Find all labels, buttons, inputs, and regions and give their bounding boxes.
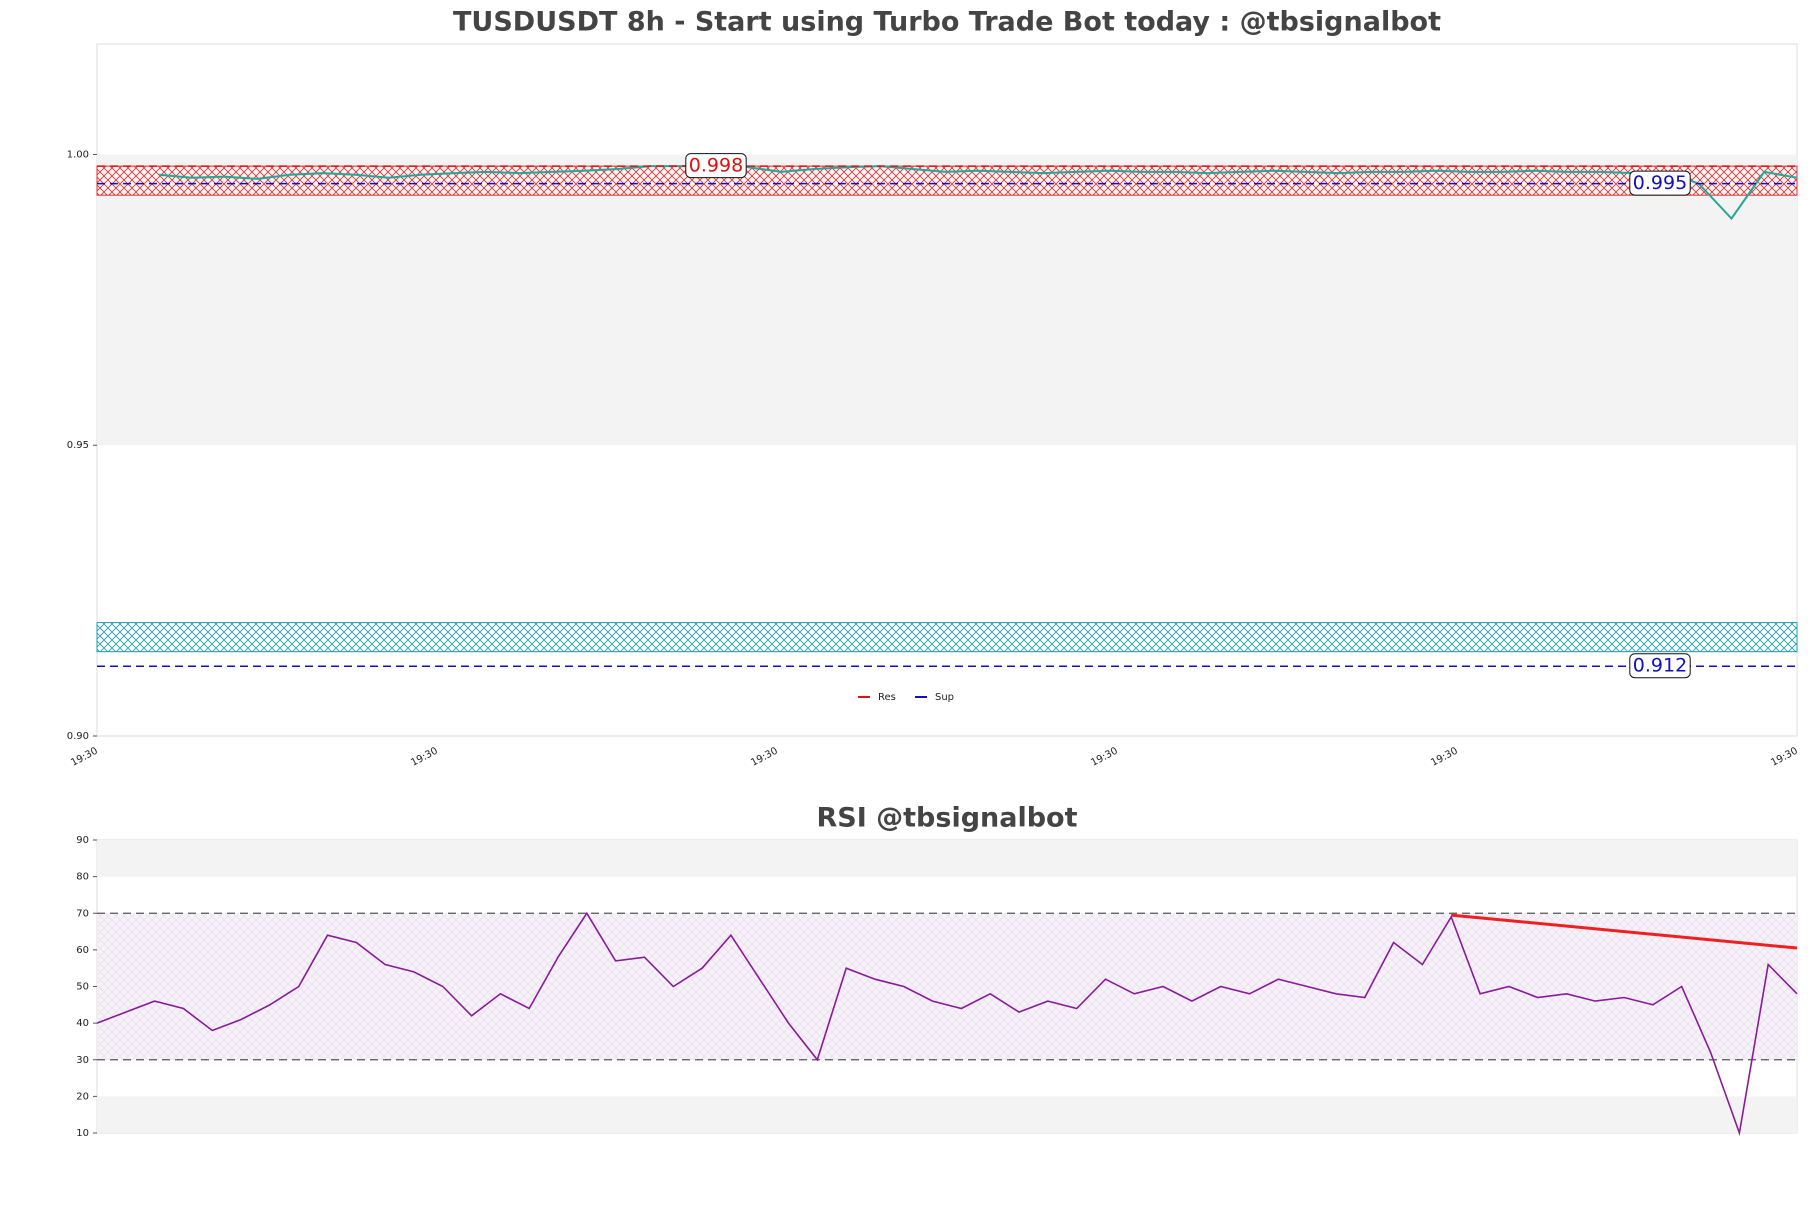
level-label: 0.995	[1633, 172, 1687, 194]
trendline	[1451, 913, 1798, 950]
price-line	[158, 162, 1798, 221]
band	[97, 1096, 1797, 1133]
y-tick-label: 0.90	[67, 731, 89, 742]
x-tick-label: 19:30	[1429, 746, 1460, 769]
y-tick-label: 0.95	[67, 440, 89, 451]
y-tick-label: 90	[76, 835, 89, 846]
band	[97, 154, 1797, 446]
legend-label: Res	[878, 692, 896, 703]
price-line	[96, 911, 1798, 1137]
zone	[97, 913, 1797, 1060]
zone	[96, 622, 1798, 653]
level-box	[1629, 653, 1691, 679]
y-tick-label: 40	[76, 1018, 89, 1029]
chart-title: TUSDUSDT 8h - Start using Turbo Trade Bo…	[453, 7, 1441, 38]
legend-label: Sup	[935, 692, 954, 703]
band	[97, 840, 1797, 877]
level-label: 0.912	[1633, 655, 1687, 677]
level-box	[1629, 170, 1691, 196]
x-tick-label: 19:30	[1769, 746, 1800, 769]
y-tick-label: 10	[76, 1128, 89, 1139]
x-tick-label: 19:30	[409, 746, 440, 769]
level-label: 0.998	[689, 155, 743, 177]
level-box	[685, 153, 747, 179]
chart-title: RSI @tbsignalbot	[816, 803, 1077, 834]
y-tick-label: 80	[76, 872, 89, 883]
y-tick-label: 1.00	[67, 149, 89, 160]
y-tick-label: 70	[76, 908, 89, 919]
x-tick-label: 19:30	[69, 746, 100, 769]
x-tick-label: 19:30	[1089, 746, 1120, 769]
y-tick-label: 50	[76, 982, 89, 993]
y-tick-label: 30	[76, 1055, 89, 1066]
y-tick-label: 60	[76, 945, 89, 956]
y-tick-label: 20	[76, 1091, 89, 1102]
x-tick-label: 19:30	[749, 746, 780, 769]
